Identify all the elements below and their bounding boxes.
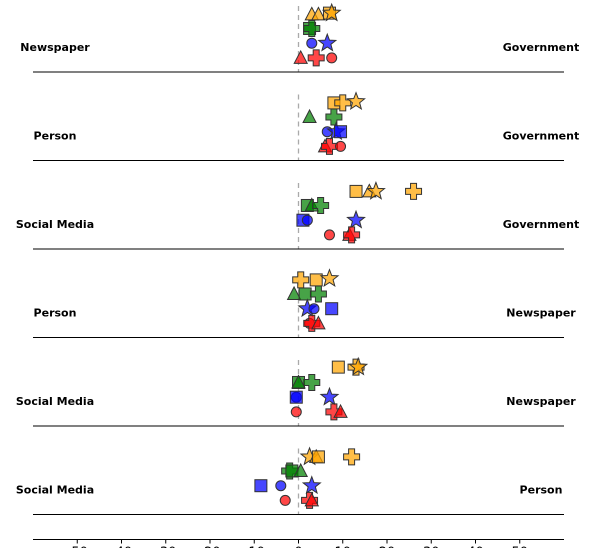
x-tick-label: 50 (511, 546, 528, 548)
data-point-blue-square (334, 125, 348, 139)
data-point-blue-star (319, 386, 340, 406)
data-point-green-plus (303, 19, 321, 37)
data-point-red-plus (343, 226, 361, 244)
left-label: Social Media (16, 484, 94, 497)
x-axis: -50-40-30-20-1001020304050SP (33, 539, 564, 548)
data-point-orange-plus (405, 182, 423, 200)
data-point-red-circle (279, 494, 291, 506)
x-tick-label: 40 (467, 546, 484, 548)
data-point-orange-star (319, 268, 340, 288)
data-point-red-plus (307, 49, 325, 67)
x-tick-label: 10 (334, 546, 351, 548)
data-point-red-circle (326, 52, 338, 64)
data-point-orange-star (321, 2, 342, 22)
panel-4: Person Newspaper (33, 268, 576, 338)
data-point-red-plus (303, 314, 321, 332)
x-tick-label: -40 (111, 546, 132, 548)
data-point-orange-star (348, 356, 369, 376)
left-label: Social Media (16, 395, 94, 408)
right-label: Newspaper (506, 395, 576, 408)
left-label: Person (34, 130, 77, 143)
right-label: Government (503, 130, 579, 143)
data-point-orange-triangle (311, 6, 326, 21)
right-label: Government (503, 41, 579, 54)
left-label: Newspaper (20, 41, 90, 54)
data-point-green-plus (303, 373, 321, 391)
data-point-orange-square (331, 360, 345, 374)
data-point-red-circle (290, 406, 302, 418)
data-point-blue-circle (308, 303, 320, 315)
data-point-green-plus (312, 196, 330, 214)
data-point-orange-square (349, 184, 363, 198)
data-point-red-triangle (311, 315, 326, 330)
left-label: Social Media (16, 218, 94, 231)
data-point-green-square (298, 287, 312, 301)
panel-6: Social Media Person (16, 446, 564, 515)
data-point-green-triangle (286, 285, 302, 300)
data-point-blue-circle (275, 480, 287, 492)
data-point-red-circle (323, 229, 335, 241)
x-tick-label: 30 (423, 546, 440, 548)
data-point-green-triangle (291, 374, 306, 389)
panel-2: Person Government (33, 91, 579, 161)
data-point-red-triangle (304, 492, 320, 507)
data-point-orange-star (366, 180, 386, 200)
data-point-red-triangle (333, 403, 348, 418)
data-point-blue-square (254, 479, 268, 493)
data-point-orange-plus (334, 94, 352, 112)
data-point-orange-square (311, 450, 325, 464)
data-point-red-plus (320, 137, 338, 155)
data-point-red-triangle (293, 49, 309, 64)
data-point-orange-star (346, 91, 366, 111)
x-tick-label: -10 (244, 546, 265, 548)
data-point-red-plus (325, 403, 343, 421)
data-point-green-triangle (293, 462, 309, 477)
left-label: Person (34, 307, 77, 320)
data-point-orange-plus (343, 448, 361, 466)
data-point-red-circle (335, 140, 347, 152)
right-label: Newspaper (506, 307, 576, 320)
data-point-blue-circle (301, 214, 313, 226)
panel-1: Newspaper Government (20, 2, 579, 73)
data-point-blue-square (289, 390, 303, 404)
x-tick-label: -20 (199, 546, 220, 548)
x-tick-label: -30 (155, 546, 176, 548)
data-point-blue-circle (306, 37, 318, 49)
data-point-blue-star (346, 209, 366, 229)
x-tick-label: 20 (379, 546, 396, 548)
data-point-orange-plus (292, 271, 310, 289)
x-tick-label: 0 (294, 546, 302, 548)
right-label: Government (503, 218, 579, 231)
x-tick-label: -50 (67, 546, 88, 548)
data-point-blue-star (301, 475, 322, 495)
data-point-blue-square (325, 302, 339, 316)
panel-3: Social Media Government (16, 180, 579, 250)
panel-5: Social Media Newspaper (16, 356, 576, 427)
data-point-green-triangle (302, 108, 317, 123)
right-label: Person (520, 484, 563, 497)
data-point-green-plus (309, 285, 327, 303)
data-point-blue-star (317, 32, 338, 52)
